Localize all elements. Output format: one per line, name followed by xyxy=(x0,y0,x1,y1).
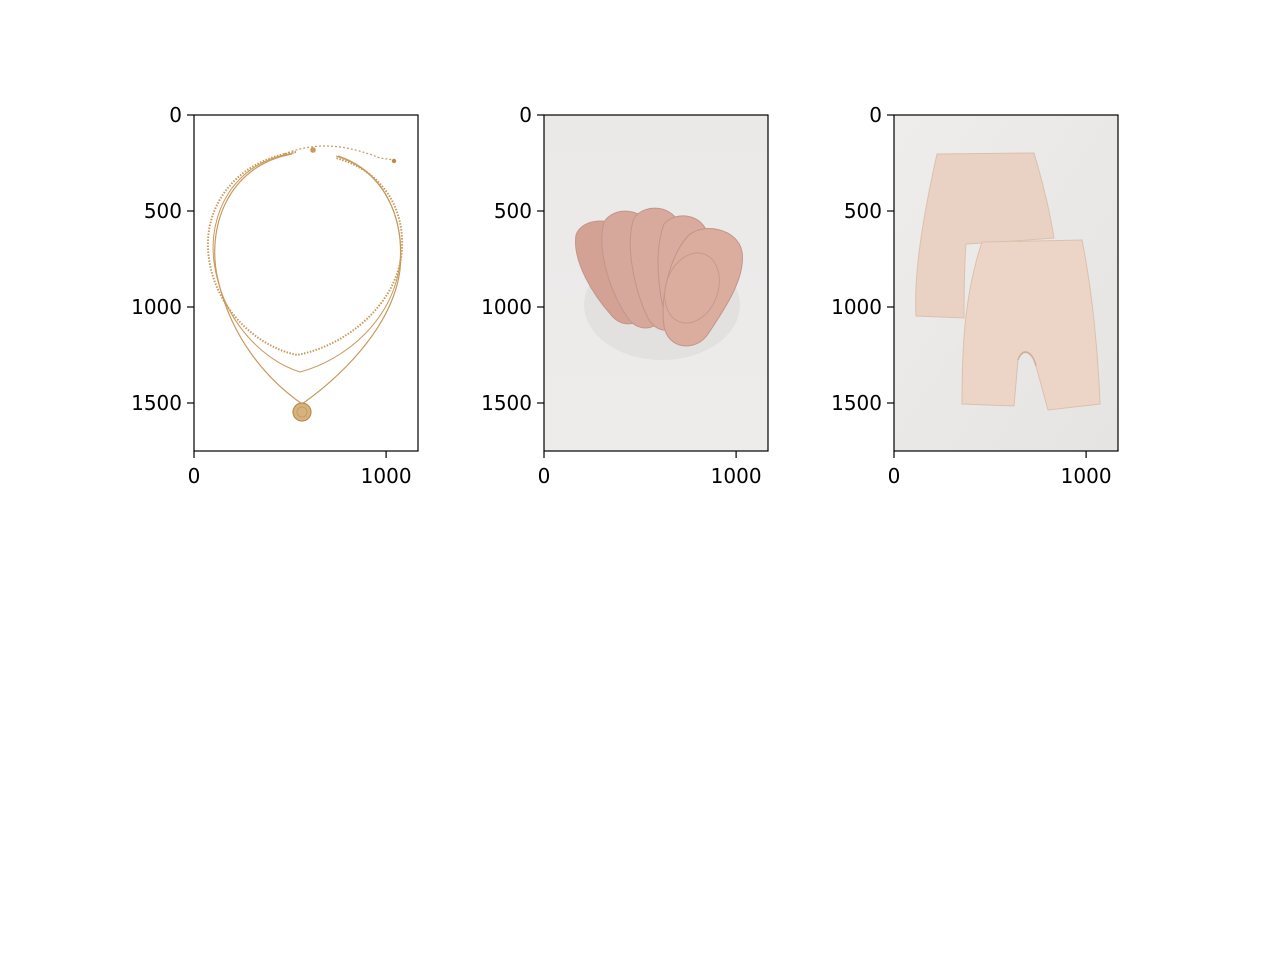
y-tick-label: 0 xyxy=(519,103,532,127)
x-tick-label: 1000 xyxy=(711,464,762,488)
y-tick-label: 500 xyxy=(494,199,532,223)
axes-frame-2 xyxy=(543,114,769,452)
sock-5 xyxy=(662,228,743,347)
axes-2: 0 1000 0 500 1000 1500 xyxy=(481,103,769,488)
x-tick-label: 0 xyxy=(888,464,901,488)
axes-frame-3 xyxy=(893,114,1119,452)
y-tick-label: 1500 xyxy=(831,391,882,415)
subplot-2 xyxy=(544,115,768,451)
axes-frame-1 xyxy=(193,114,419,452)
subplot-3 xyxy=(894,115,1118,451)
necklace-image xyxy=(206,145,404,422)
x-tick-label: 1000 xyxy=(1061,464,1112,488)
y-tick-label: 500 xyxy=(144,199,182,223)
y-tick-label: 1000 xyxy=(131,295,182,319)
shorts-back xyxy=(915,152,1055,319)
y-tick-label: 1000 xyxy=(831,295,882,319)
y-tick-label: 1500 xyxy=(131,391,182,415)
y-tick-label: 500 xyxy=(844,199,882,223)
socks-image xyxy=(575,207,743,360)
subplot-1 xyxy=(194,115,418,451)
x-tick-label: 1000 xyxy=(361,464,412,488)
shorts-image xyxy=(915,152,1101,411)
image-area-1 xyxy=(194,115,418,451)
y-tick-label: 1500 xyxy=(481,391,532,415)
y-tick-label: 0 xyxy=(869,103,882,127)
axes-3: 0 1000 0 500 1000 1500 xyxy=(831,103,1119,488)
x-tick-label: 0 xyxy=(188,464,201,488)
shorts-front xyxy=(961,239,1101,411)
axes-1: 0 1000 0 500 1000 1500 xyxy=(131,103,419,488)
x-tick-label: 0 xyxy=(538,464,551,488)
y-tick-label: 0 xyxy=(169,103,182,127)
y-tick-label: 1000 xyxy=(481,295,532,319)
